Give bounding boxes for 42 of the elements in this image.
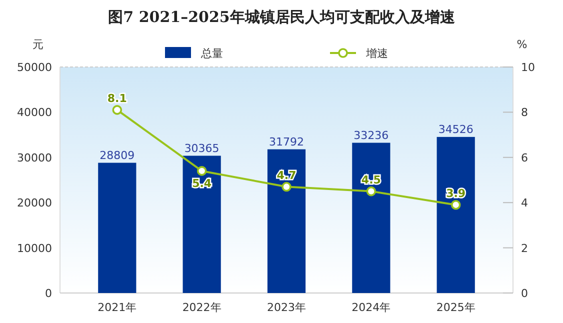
- data-label: 28809: [100, 148, 135, 162]
- y-tick-label: 10000: [17, 242, 52, 255]
- point: [196, 166, 207, 176]
- y2-tick-label: 10: [521, 61, 535, 74]
- x-tick-label: 2025年: [436, 301, 476, 314]
- bar: [267, 149, 306, 293]
- y2-tick-label: 2: [521, 242, 528, 255]
- data-label: 30365: [184, 142, 220, 155]
- y2-tick-label: 4: [521, 196, 528, 210]
- data-label: 5.4: [192, 176, 212, 190]
- y2-tick-label: 0: [521, 287, 528, 300]
- y-tick-label: 50000: [17, 61, 52, 74]
- chart-title: 图7 2021–2025年城镇居民人均可支配收入及增速: [108, 8, 456, 26]
- legend-label: 增速: [365, 47, 388, 60]
- data-label: 31792: [269, 135, 304, 148]
- data-label: 34526: [438, 122, 474, 136]
- legend-label: 总量: [200, 47, 223, 60]
- data-label: 8.1: [107, 92, 127, 105]
- x-tick-label: 2023年: [267, 301, 306, 314]
- data-label: 4.5: [361, 173, 381, 186]
- y2-tick-label: 8: [521, 106, 528, 120]
- x-tick-label: 2022年: [182, 301, 222, 314]
- bar: [182, 156, 221, 293]
- bar: [436, 136, 475, 293]
- data-label: 4.7: [276, 168, 296, 182]
- bar: [352, 142, 390, 293]
- point: [282, 182, 292, 192]
- y-tick-label: 40000: [17, 106, 52, 120]
- point: [450, 200, 461, 210]
- y-tick-label: 0: [45, 287, 52, 300]
- y2-tick-label: 6: [521, 151, 528, 164]
- data-label: 33236: [354, 128, 389, 142]
- y-tick-label: 30000: [17, 151, 52, 164]
- point: [112, 105, 122, 115]
- point: [366, 186, 376, 196]
- x-tick-label: 2024年: [352, 301, 391, 314]
- y-axis-title: 元: [32, 38, 44, 51]
- y2-axis-title: %: [516, 38, 528, 51]
- bar: [98, 162, 136, 293]
- data-label: 3.9: [446, 186, 466, 200]
- y-tick-label: 20000: [17, 196, 52, 210]
- x-tick-label: 2021年: [98, 301, 137, 314]
